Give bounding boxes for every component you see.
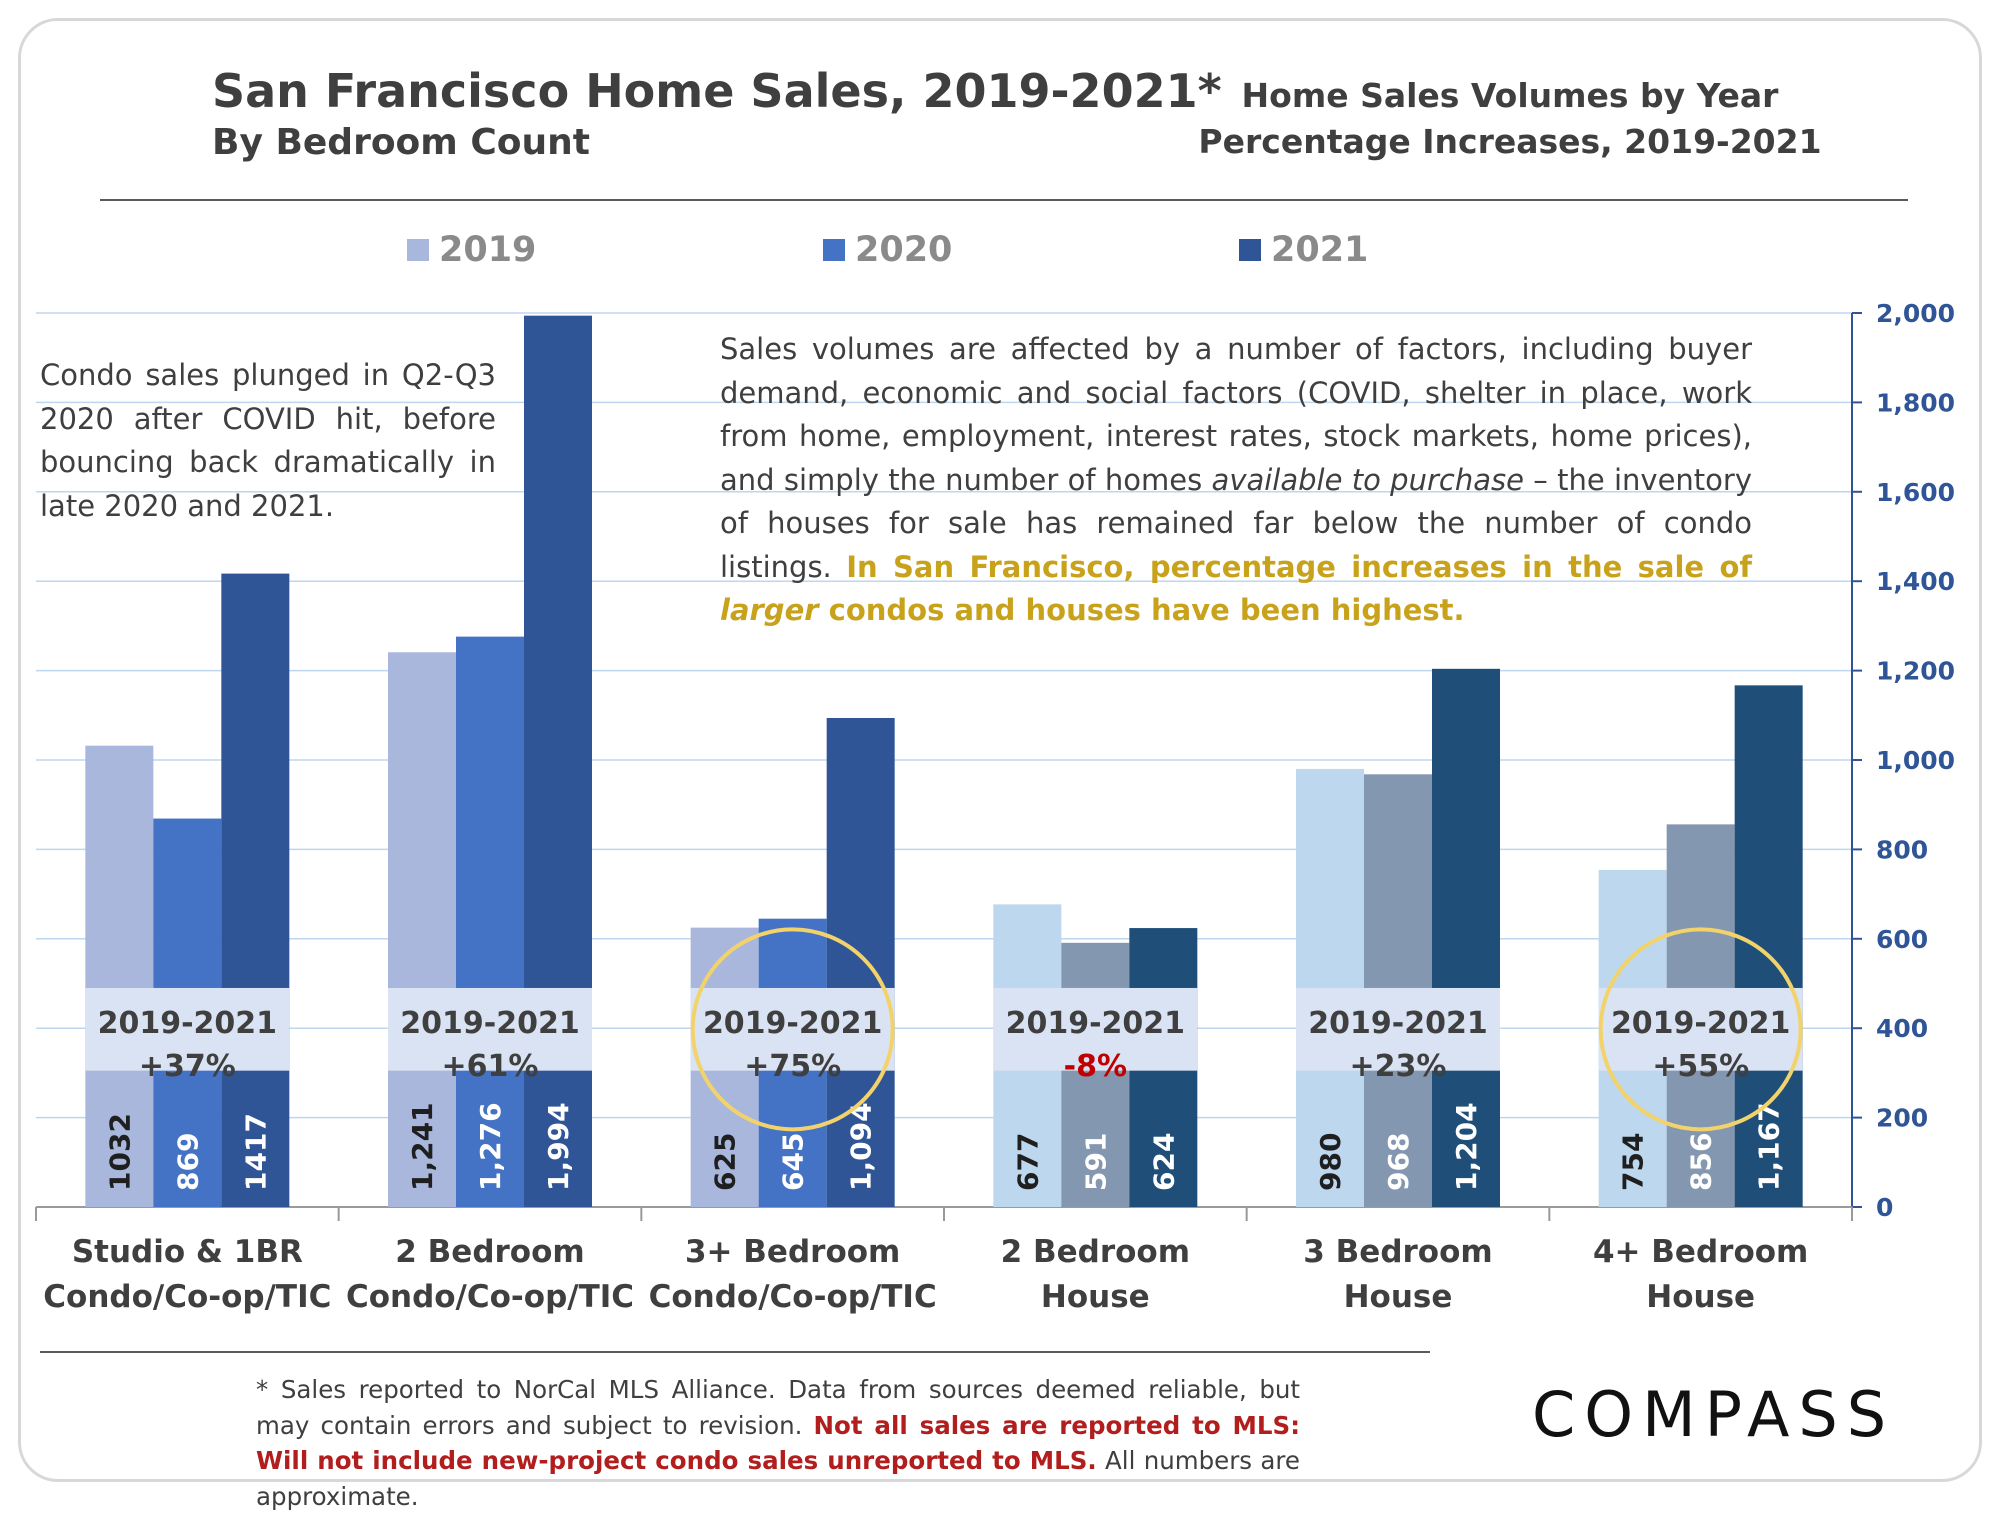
- bar-value-label: 1,276: [474, 1102, 507, 1191]
- right-title-line-1: Home Sales Volumes by Year: [1241, 76, 1779, 115]
- y-tick-label: 1,200: [1876, 657, 1955, 686]
- bar-2019: [85, 745, 154, 1207]
- bar-2019: [388, 652, 456, 1207]
- bar-value-label: 677: [1011, 1133, 1044, 1191]
- bar-2020: [456, 636, 524, 1207]
- category-label: House: [1041, 1279, 1150, 1315]
- annotation-text-2: – the inventory of houses for sale has r…: [720, 462, 1753, 584]
- change-value: +37%: [139, 1049, 236, 1084]
- category-label: 3+ Bedroom: [685, 1234, 900, 1270]
- right-title-line-2: Percentage Increases, 2019-2021: [1198, 122, 1822, 161]
- y-tick-label: 200: [1876, 1104, 1928, 1133]
- footnote-text-1: * Sales reported to NorCal MLS Alliance.…: [256, 1375, 1300, 1440]
- bar-value-label: 625: [709, 1133, 742, 1191]
- bar-value-label: 869: [171, 1133, 204, 1191]
- y-tick-label: 1,400: [1876, 567, 1955, 596]
- change-value: +61%: [442, 1049, 539, 1084]
- compass-logo: COMPASS: [1532, 1378, 1896, 1451]
- change-badge: [85, 987, 290, 1071]
- bar-value-label: 1,994: [542, 1102, 575, 1191]
- bar-value-label: 645: [777, 1133, 810, 1191]
- change-badge: [388, 987, 592, 1071]
- change-badge-label: 2019-2021: [1308, 1006, 1487, 1041]
- legend-item-2020: 2020: [823, 228, 952, 272]
- y-tick-label: 2,000: [1876, 299, 1955, 328]
- change-badge-label: 2019-2021: [400, 1006, 579, 1041]
- legend-swatch-2021: [1239, 239, 1261, 261]
- footer-divider: [40, 1351, 1430, 1353]
- bar-value-label: 1,241: [406, 1102, 439, 1191]
- chart-subtitle: By Bedroom Count: [212, 122, 590, 163]
- y-tick-label: 1,000: [1876, 746, 1955, 775]
- change-value: +23%: [1350, 1049, 1447, 1084]
- change-value: +55%: [1652, 1049, 1749, 1084]
- bar-value-label: 968: [1382, 1133, 1415, 1191]
- chart-frame: [18, 18, 1982, 1482]
- bar-value-label: 624: [1147, 1133, 1180, 1191]
- annotation-factors-note: Sales volumes are affected by a number o…: [720, 328, 1752, 633]
- annotation-highlight-text-2: condos and houses have been highest.: [818, 593, 1465, 627]
- highlight-circle: [690, 927, 895, 1132]
- legend-item-2019: 2019: [407, 228, 536, 272]
- change-badge-label: 2019-2021: [1611, 1006, 1790, 1041]
- category-label: Condo/Co-op/TIC: [649, 1279, 937, 1315]
- annotation-highlight: In San Francisco, percentage increases i…: [720, 550, 1752, 628]
- highlight-circle: [1598, 927, 1803, 1132]
- change-value: +75%: [744, 1049, 841, 1084]
- change-badge: [993, 987, 1198, 1071]
- y-tick-label: 600: [1876, 925, 1928, 954]
- y-tick-label: 1,600: [1876, 478, 1955, 507]
- annotation-highlight-italic: larger: [720, 593, 819, 627]
- bar-value-label: 1,094: [845, 1102, 878, 1191]
- annotation-text-italic: available to purchase: [1211, 462, 1524, 497]
- legend-label-2020: 2020: [855, 230, 953, 270]
- bar-2021: [1432, 668, 1500, 1207]
- bar-value-label: 1417: [239, 1113, 272, 1191]
- legend-swatch-2020: [823, 239, 845, 261]
- bar-value-label: 856: [1685, 1133, 1718, 1191]
- annotation-condo-note: Condo sales plunged in Q2-Q3 2020 after …: [40, 358, 496, 523]
- category-label: 2 Bedroom: [395, 1234, 584, 1270]
- footnote: * Sales reported to NorCal MLS Alliance.…: [256, 1372, 1300, 1514]
- bar-2021: [826, 717, 895, 1207]
- legend-item-2021: 2021: [1239, 228, 1368, 272]
- chart-title: San Francisco Home Sales, 2019-2021*: [212, 64, 1222, 118]
- category-label: Condo/Co-op/TIC: [43, 1279, 331, 1315]
- annotation-text-1: Sales volumes are affected by a number o…: [720, 332, 1752, 497]
- change-badge: [1296, 987, 1500, 1071]
- y-tick-label: 800: [1876, 835, 1928, 864]
- y-tick-label: 400: [1876, 1014, 1928, 1043]
- change-badge: [1598, 987, 1803, 1071]
- category-label: 3 Bedroom: [1303, 1234, 1492, 1270]
- bar-2020: [1061, 942, 1130, 1207]
- bar-value-label: 980: [1314, 1133, 1347, 1191]
- change-badge-label: 2019-2021: [98, 1006, 277, 1041]
- category-label: 2 Bedroom: [1001, 1234, 1190, 1270]
- category-label: Studio & 1BR: [72, 1234, 303, 1270]
- bar-value-label: 591: [1079, 1133, 1112, 1191]
- category-label: 4+ Bedroom: [1593, 1234, 1808, 1270]
- legend-label-2021: 2021: [1271, 230, 1369, 270]
- legend-label-2019: 2019: [439, 230, 537, 270]
- bar-value-label: 754: [1617, 1133, 1650, 1191]
- bar-value-label: 1,204: [1450, 1102, 1483, 1191]
- header-divider: [100, 199, 1908, 201]
- category-label: Condo/Co-op/TIC: [346, 1279, 634, 1315]
- annotation-highlight-text-1: In San Francisco, percentage increases i…: [846, 549, 1752, 584]
- legend-swatch-2019: [407, 239, 429, 261]
- y-tick-label: 1,800: [1876, 388, 1955, 417]
- change-value: -8%: [1064, 1049, 1127, 1084]
- change-badge: [690, 987, 895, 1071]
- bar-value-label: 1,167: [1753, 1102, 1786, 1191]
- bar-2021: [221, 573, 290, 1207]
- y-tick-label: 0: [1876, 1193, 1893, 1222]
- bar-value-label: 1032: [103, 1113, 136, 1191]
- footnote-warning: Not all sales are reported to MLS: Will …: [256, 1410, 1300, 1476]
- category-label: House: [1344, 1279, 1453, 1315]
- change-badge-label: 2019-2021: [1006, 1006, 1185, 1041]
- change-badge-label: 2019-2021: [703, 1006, 882, 1041]
- category-label: House: [1646, 1279, 1755, 1315]
